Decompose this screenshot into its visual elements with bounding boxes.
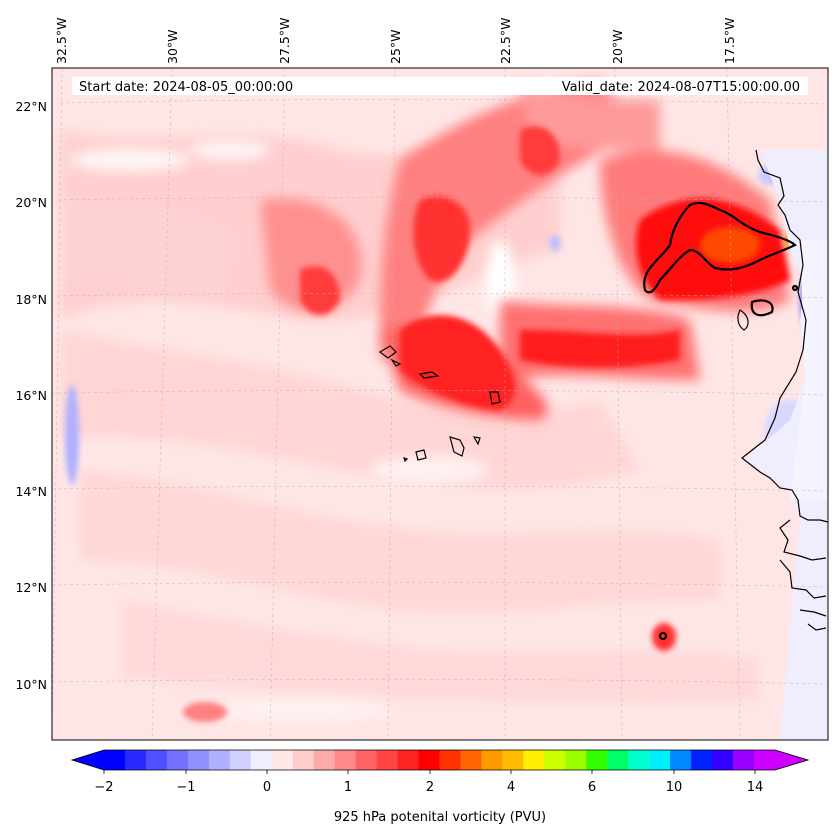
- lon-label: 32.5°W: [54, 18, 69, 64]
- gridlines: [52, 68, 828, 740]
- colorbar-cell: [607, 750, 629, 770]
- start-date-box: [72, 77, 302, 95]
- colorbar-cell: [229, 750, 252, 770]
- colorbar-cell: [628, 750, 650, 770]
- colorbar-cell: [418, 750, 440, 770]
- pv-field-strong: [300, 126, 790, 410]
- colorbar-cell: [355, 750, 377, 770]
- lat-label: 14°N: [15, 484, 47, 499]
- lat-label: 16°N: [15, 388, 47, 403]
- colorbar-tick-label: 1: [344, 780, 352, 795]
- pv-field-white: [70, 140, 514, 722]
- pv-contour: [643, 201, 799, 641]
- colorbar-extend-over: [775, 750, 808, 770]
- colorbar-cell: [397, 750, 419, 770]
- colorbar-cell: [292, 750, 315, 770]
- lat-labels: 22°N 20°N 18°N 16°N 14°N 12°N 10°N: [15, 99, 47, 692]
- colorbar-cell: [208, 750, 231, 770]
- colorbar-cell: [187, 750, 210, 770]
- lon-labels: 32.5°W 30°W 27.5°W 25°W 22.5°W 20°W 17.5…: [54, 18, 737, 64]
- colorbar-tick-label: −2: [94, 780, 113, 795]
- colorbar-cell: [649, 750, 671, 770]
- lon-label: 20°W: [610, 29, 625, 64]
- colorbar-cell: [523, 750, 545, 770]
- colorbar-cell: [754, 750, 776, 770]
- colorbar-tick-labels: −2 −1 0 1 2 4 6 10 14: [94, 780, 763, 795]
- colorbar-cell: [586, 750, 608, 770]
- lat-label: 20°N: [15, 195, 47, 210]
- colorbar-extend-under: [72, 750, 104, 770]
- map-frame: [51, 67, 829, 741]
- colorbar-cell: [376, 750, 398, 770]
- colorbar-cell: [145, 750, 168, 770]
- map-panel: Start date: 2024-08-05_00:00:00 Valid_da…: [15, 18, 829, 741]
- colorbar-cell: [481, 750, 503, 770]
- coastline: [741, 149, 828, 631]
- colorbar-cell: [250, 750, 273, 770]
- colorbar-cell: [166, 750, 189, 770]
- colorbar-cell: [334, 750, 357, 770]
- cape-verde-islands: [378, 345, 501, 463]
- start-date-label: Start date: 2024-08-05_00:00:00: [79, 80, 293, 95]
- colorbar-cell: [104, 750, 126, 770]
- colorbar-cells: [104, 750, 776, 770]
- colorbar-cell: [313, 750, 336, 770]
- colorbar-cell: [733, 750, 755, 770]
- colorbar-cell: [502, 750, 524, 770]
- lat-label: 18°N: [15, 292, 47, 307]
- colorbar-cell: [271, 750, 294, 770]
- colorbar-cell: [670, 750, 692, 770]
- lon-label: 25°W: [388, 29, 403, 64]
- lat-label: 12°N: [15, 580, 47, 595]
- colorbar-cell: [124, 750, 147, 770]
- lon-label: 27.5°W: [277, 18, 292, 64]
- lat-label: 10°N: [15, 677, 47, 692]
- colorbar-cell: [712, 750, 734, 770]
- colorbar-cell: [691, 750, 713, 770]
- inland-shading: [790, 240, 828, 500]
- colorbar-tick-label: −1: [176, 780, 195, 795]
- coastline-hook: [737, 309, 749, 331]
- lat-label: 22°N: [15, 99, 47, 114]
- lon-label: 22.5°W: [498, 18, 513, 64]
- colorbar-cell: [439, 750, 461, 770]
- colorbar-tick-label: 14: [747, 780, 764, 795]
- colorbar-cell: [565, 750, 587, 770]
- colorbar-ticks: [103, 770, 756, 774]
- colorbar-tick-label: 4: [507, 780, 515, 795]
- colorbar-label: 925 hPa potenital vorticity (PVU): [334, 810, 546, 825]
- colorbar-tick-label: 2: [426, 780, 434, 795]
- colorbar-cell: [460, 750, 482, 770]
- colorbar-cell: [544, 750, 566, 770]
- colorbar-tick-label: 10: [666, 780, 683, 795]
- lon-label: 17.5°W: [722, 18, 737, 64]
- colorbar-tick-label: 6: [588, 780, 596, 795]
- colorbar-tick-label: 0: [263, 780, 271, 795]
- valid-date-label: Valid_date: 2024-08-07T15:00:00.00: [562, 80, 800, 95]
- valid-date-box: [300, 77, 808, 95]
- lon-label: 30°W: [165, 29, 180, 64]
- colorbar: −2 −1 0 1 2 4 6 10 14 925 hPa potenital …: [70, 749, 810, 825]
